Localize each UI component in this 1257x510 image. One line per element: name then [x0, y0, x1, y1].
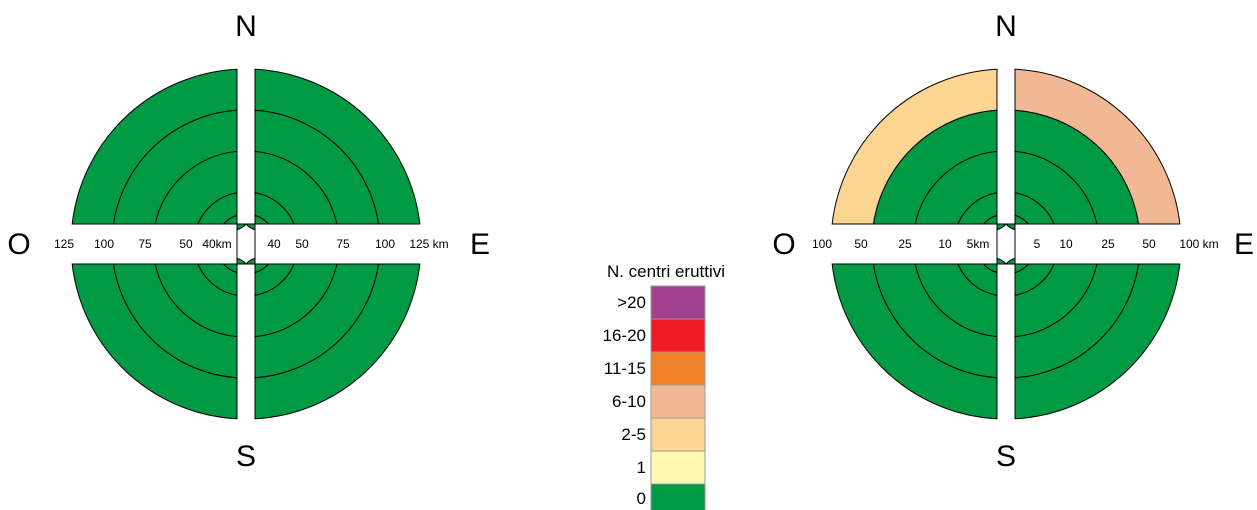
- compass-north-label: N: [235, 10, 257, 43]
- compass-east-label: E: [1234, 228, 1254, 261]
- east-tick-label: 10: [1059, 237, 1073, 251]
- legend-swatch: [650, 351, 706, 386]
- west-tick-label: 10: [938, 237, 952, 251]
- legend-label: 2-5: [621, 425, 646, 444]
- sector-sw-ring-5: [996, 244, 1008, 265]
- legend-swatch: [650, 450, 706, 485]
- compass-south-label: S: [236, 440, 256, 473]
- west-tick-label: 5km: [967, 237, 990, 251]
- sector-se-ring-5: [1004, 244, 1016, 265]
- compass-south-label: S: [996, 440, 1016, 473]
- west-tick-label: 100: [94, 237, 114, 251]
- east-tick-label: 125 km: [409, 237, 448, 251]
- west-tick-label: 40km: [202, 237, 231, 251]
- west-tick-label: 50: [179, 237, 193, 251]
- east-tick-label: 75: [336, 237, 350, 251]
- legend: N. centri eruttivi >20 16-20 11-15 6-10 …: [603, 262, 725, 510]
- compass-west-label: O: [7, 228, 30, 261]
- legend-swatch: [650, 417, 706, 452]
- compass-east-label: E: [470, 228, 490, 261]
- west-tick-label: 75: [138, 237, 152, 251]
- legend-swatch: [650, 483, 706, 510]
- legend-swatch: [650, 318, 706, 353]
- east-tick-label: 100 km: [1179, 237, 1218, 251]
- legend-label: 1: [637, 458, 646, 477]
- legend-label: 0: [637, 489, 646, 508]
- sector-ne-ring-5: [244, 223, 256, 244]
- legend-title: N. centri eruttivi: [607, 262, 725, 281]
- sector-nw-ring-5: [996, 223, 1008, 244]
- west-tick-label: 125: [54, 237, 74, 251]
- rose-diagram-left: N S O E 125 100 75 50 40km 40 50 75 100 …: [7, 10, 490, 473]
- sector-sw-ring-5: [236, 244, 248, 265]
- east-tick-label: 50: [1142, 237, 1156, 251]
- legend-swatch: [650, 384, 706, 419]
- west-tick-label: 25: [898, 237, 912, 251]
- east-tick-label: 25: [1101, 237, 1115, 251]
- east-tick-label: 100: [375, 237, 395, 251]
- sector-ne-ring-5: [1004, 223, 1016, 244]
- compass-north-label: N: [995, 10, 1017, 43]
- rose-diagram-right: N S O E 100 50 25 10 5km 5 10 25 50 100 …: [772, 10, 1254, 473]
- west-tick-label: 100: [812, 237, 832, 251]
- east-tick-label: 40: [267, 237, 281, 251]
- sector-nw-ring-5: [236, 223, 248, 244]
- sector-se-ring-5: [244, 244, 256, 265]
- east-tick-label: 5: [1034, 237, 1041, 251]
- legend-label: >20: [617, 293, 646, 312]
- east-tick-label: 50: [295, 237, 309, 251]
- legend-label: 11-15: [604, 359, 646, 378]
- legend-swatch: [650, 285, 706, 320]
- west-tick-label: 50: [854, 237, 868, 251]
- legend-label: 6-10: [612, 392, 646, 411]
- legend-label: 16-20: [603, 326, 646, 345]
- compass-west-label: O: [772, 228, 795, 261]
